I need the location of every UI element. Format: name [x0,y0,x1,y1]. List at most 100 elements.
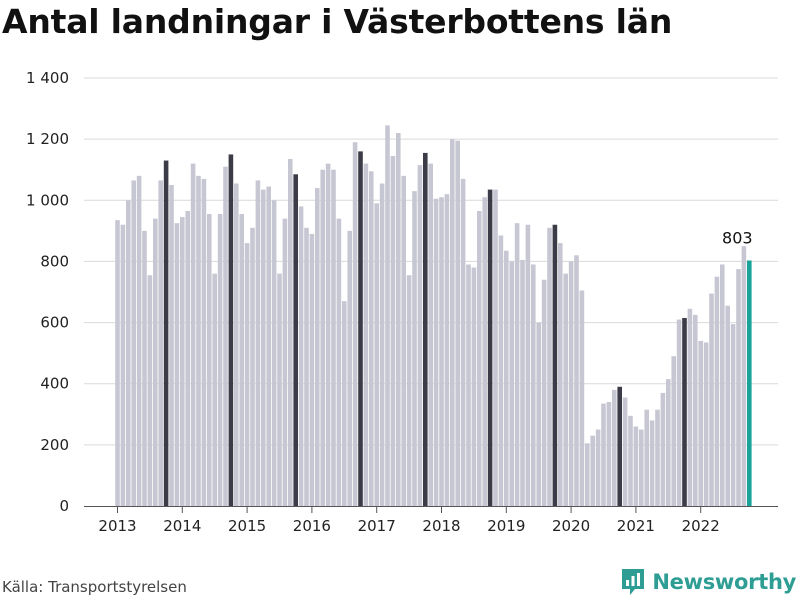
bar [239,214,244,507]
x-tick-label: 2014 [163,517,201,535]
bar [358,151,363,506]
bar [212,273,217,506]
bar [185,210,190,507]
bar [730,324,736,506]
y-tick-label: 1 400 [26,69,69,87]
bar [126,200,131,507]
bar [417,165,423,506]
bar [271,200,277,507]
bar [747,260,752,506]
bar [563,273,568,506]
x-tick-label: 2013 [98,517,136,535]
y-tick-label: 0 [59,497,69,515]
bar [201,178,207,506]
bar [622,397,628,506]
bar [536,322,541,506]
y-tick-label: 1 000 [26,191,69,209]
source-note: Källa: Transportstyrelsen [2,578,187,596]
bar [217,214,223,507]
bar [736,269,741,506]
bar [644,409,649,506]
bar [180,217,185,506]
bar [131,180,136,506]
bar [460,178,466,506]
x-tick-label: 2022 [682,517,720,535]
bar [115,220,120,506]
bar [574,255,579,506]
bar [493,189,498,506]
bar [639,429,644,506]
bar [363,163,369,506]
x-tick-label: 2017 [358,517,396,535]
bar [612,389,617,506]
axes [84,506,778,513]
bar [396,133,401,506]
bar [423,152,428,506]
bar [450,139,455,506]
labels: 0 200 400 600 800 1 000 1 200 1 400 2013 2014 2015… [26,69,753,535]
bar [633,426,639,506]
y-tick-label: 400 [40,375,69,393]
bar [498,235,504,506]
chart-title: Antal landningar i Västerbottens län [2,2,673,41]
bar [439,197,444,507]
latest-value-label: 803 [722,229,753,248]
bar [223,166,228,506]
bar [520,259,525,506]
bar [261,189,266,506]
y-tick-label: 200 [40,436,69,454]
bar [385,125,390,506]
bar [369,171,374,507]
bar [255,180,261,506]
bar [169,185,174,506]
bar [401,175,406,506]
bar [444,194,450,507]
bar [142,230,147,507]
bar [482,197,487,507]
bar [666,379,671,506]
bar [196,175,201,506]
brand-name: Newsworthy [652,570,796,594]
bar [703,342,709,506]
x-tick-label: 2016 [293,517,331,535]
bar [477,210,482,507]
bar [504,250,509,506]
bar [541,279,547,506]
bar [234,183,239,506]
bar [720,264,725,506]
bar [568,261,574,506]
y-tick-label: 1 200 [26,130,69,148]
newsworthy-logo-icon [622,569,645,595]
brand-logo: Newsworthy [620,567,796,597]
x-tick-label: 2020 [552,517,590,535]
bar [336,218,342,506]
bar [606,402,612,506]
bar [136,175,142,506]
y-tick-label: 600 [40,314,69,332]
bar [617,386,622,506]
bar [147,275,153,506]
bar [590,435,595,506]
bar [655,409,660,506]
bar [174,223,180,506]
bar [190,163,196,506]
bar [547,227,552,507]
bar [671,356,676,506]
bar [509,261,514,506]
bar [207,214,212,507]
bar [455,140,460,507]
bar [601,403,606,506]
bar [725,305,730,506]
bar [558,243,563,506]
bar [585,443,590,506]
bar [595,429,601,506]
bar [163,160,169,507]
bar [266,186,271,506]
bar [741,246,747,506]
bar [687,308,693,506]
x-tick-label: 2015 [228,517,266,535]
bar [487,189,493,506]
bar [288,159,293,506]
bar [406,275,412,506]
